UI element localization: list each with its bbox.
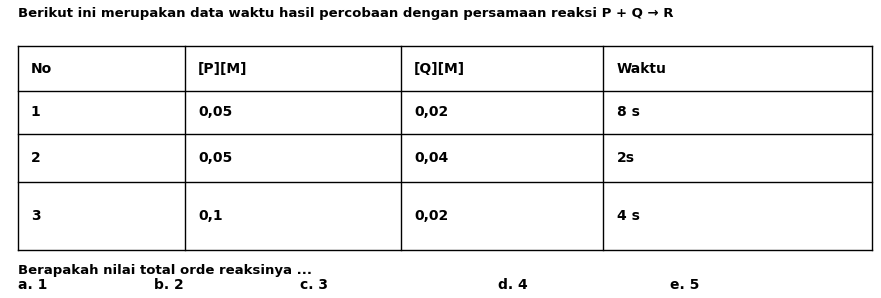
Text: 8 s: 8 s: [617, 105, 640, 119]
Text: 0,02: 0,02: [414, 105, 448, 119]
Text: b. 2: b. 2: [154, 278, 184, 292]
Text: 4 s: 4 s: [617, 209, 640, 223]
Text: Waktu: Waktu: [617, 62, 667, 75]
Text: c. 3: c. 3: [300, 278, 328, 292]
Text: 1: 1: [31, 105, 41, 119]
Text: Berikut ini merupakan data waktu hasil percobaan dengan persamaan reaksi P + Q →: Berikut ini merupakan data waktu hasil p…: [18, 7, 673, 21]
Text: 0,05: 0,05: [198, 151, 233, 165]
Text: [P][M]: [P][M]: [198, 62, 248, 75]
Text: a. 1: a. 1: [18, 278, 47, 292]
Text: No: No: [31, 62, 52, 75]
Text: 0,1: 0,1: [198, 209, 223, 223]
Text: 2: 2: [31, 151, 41, 165]
Text: 0,04: 0,04: [414, 151, 448, 165]
Text: Berapakah nilai total orde reaksinya ...: Berapakah nilai total orde reaksinya ...: [18, 264, 312, 277]
Text: e. 5: e. 5: [670, 278, 699, 292]
Text: 0,02: 0,02: [414, 209, 448, 223]
Text: 0,05: 0,05: [198, 105, 233, 119]
Text: d. 4: d. 4: [498, 278, 528, 292]
Text: 3: 3: [31, 209, 41, 223]
Text: [Q][M]: [Q][M]: [414, 62, 465, 75]
Text: 2s: 2s: [617, 151, 634, 165]
